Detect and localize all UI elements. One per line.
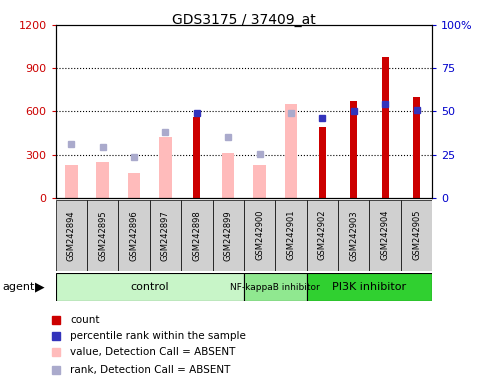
Text: GSM242894: GSM242894 — [67, 210, 76, 260]
Text: GSM242900: GSM242900 — [255, 210, 264, 260]
Bar — [369, 200, 401, 271]
Bar — [338, 200, 369, 271]
Text: control: control — [130, 282, 169, 292]
Bar — [307, 273, 432, 301]
Bar — [128, 173, 141, 198]
Text: GSM242901: GSM242901 — [286, 210, 296, 260]
Text: rank, Detection Call = ABSENT: rank, Detection Call = ABSENT — [71, 365, 231, 375]
Bar — [382, 56, 389, 198]
Bar — [181, 200, 213, 271]
Text: PI3K inhibitor: PI3K inhibitor — [332, 282, 407, 292]
Text: GSM242904: GSM242904 — [381, 210, 390, 260]
Text: agent: agent — [2, 282, 35, 292]
Bar — [193, 117, 200, 198]
Bar — [285, 104, 298, 198]
Text: GSM242905: GSM242905 — [412, 210, 421, 260]
Text: GSM242898: GSM242898 — [192, 210, 201, 261]
Text: value, Detection Call = ABSENT: value, Detection Call = ABSENT — [71, 348, 236, 358]
Text: NF-kappaB inhibitor: NF-kappaB inhibitor — [230, 283, 320, 291]
Text: GSM242896: GSM242896 — [129, 210, 139, 261]
Bar — [319, 127, 326, 198]
Text: ▶: ▶ — [35, 281, 44, 293]
Bar — [150, 200, 181, 271]
Text: GSM242895: GSM242895 — [98, 210, 107, 260]
Bar — [118, 200, 150, 271]
Bar — [222, 153, 235, 198]
Text: GSM242903: GSM242903 — [349, 210, 358, 260]
Text: GSM242897: GSM242897 — [161, 210, 170, 261]
Text: GSM242899: GSM242899 — [224, 210, 233, 260]
Text: percentile rank within the sample: percentile rank within the sample — [71, 331, 246, 341]
Bar — [159, 137, 172, 198]
Bar — [413, 97, 420, 198]
Bar — [401, 200, 432, 271]
Bar — [307, 200, 338, 271]
Bar — [87, 200, 118, 271]
Bar — [97, 162, 109, 198]
Bar — [56, 273, 244, 301]
Bar — [253, 165, 266, 198]
Bar — [213, 200, 244, 271]
Bar — [275, 200, 307, 271]
Text: count: count — [71, 315, 100, 325]
Text: GSM242902: GSM242902 — [318, 210, 327, 260]
Bar — [65, 165, 78, 198]
Bar — [244, 273, 307, 301]
Bar — [244, 200, 275, 271]
Text: GDS3175 / 37409_at: GDS3175 / 37409_at — [172, 13, 316, 27]
Bar — [56, 200, 87, 271]
Bar — [350, 101, 357, 198]
